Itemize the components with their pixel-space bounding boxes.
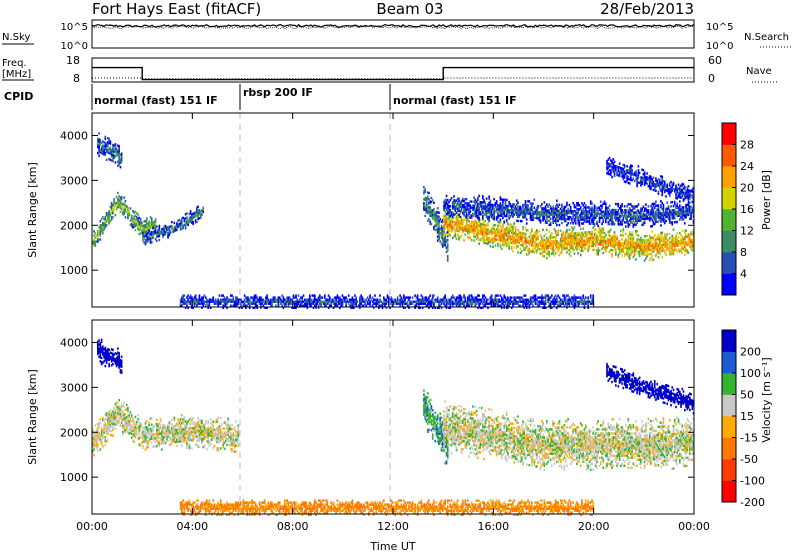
cpid-mode-3: normal (fast) 151 IF — [393, 94, 517, 107]
velocity-colorbar-tick-3: 15 — [740, 410, 754, 423]
velocity-colorbar: 200 100 50 15 -15 -50 -100 -200 Velocity [m s⁻¹… — [721, 329, 773, 509]
power-colorbar: 28 24 20 16 12 8 4 Power [dB] — [721, 122, 773, 296]
power-scatter-region-8 — [179, 294, 595, 310]
nsearch-label: N.Search — [744, 32, 789, 43]
power-ytick-1: 3000 — [60, 174, 88, 187]
velocity-colorbar-swatch-1 — [722, 459, 736, 481]
power-colorbar-tick-5: 8 — [740, 246, 747, 259]
power-scatter-region-1 — [92, 191, 157, 247]
velocity-colorbar-tick-0: 200 — [740, 346, 761, 359]
velocity-colorbar-tick-4: -15 — [740, 432, 758, 445]
xtick-1: 04:00 — [176, 520, 208, 533]
cpid-mode-2: rbsp 200 IF — [243, 86, 313, 99]
power-scatter-region-7 — [606, 156, 695, 206]
xtick-6: 00:00 — [678, 520, 710, 533]
power-colorbar-swatch-1 — [722, 252, 736, 274]
power-ytick-2: 2000 — [60, 219, 88, 232]
velocity-scatter-region-5 — [606, 362, 695, 415]
noise-tick-low-right: 10^0 — [706, 41, 733, 52]
power-colorbar-tick-0: 28 — [740, 139, 754, 152]
beam-label: Beam 03 — [376, 0, 443, 18]
power-colorbar-swatch-5 — [722, 166, 736, 188]
power-colorbar-swatch-2 — [722, 230, 736, 253]
velocity-colorbar-tick-6: -100 — [740, 475, 765, 488]
noise-tick-high-right: 10^5 — [706, 22, 733, 33]
xtick-4: 16:00 — [477, 520, 509, 533]
power-colorbar-swatch-4 — [722, 187, 736, 210]
velocity-scatter-region-1 — [92, 399, 240, 457]
time-axis-label: Time UT — [369, 540, 415, 553]
velocity-colorbar-tick-2: 50 — [740, 389, 754, 402]
velocity-colorbar-swatch-5 — [722, 373, 736, 395]
velocity-scatter-region-6 — [179, 499, 595, 517]
nsky-label: N.Sky — [2, 32, 30, 43]
power-colorbar-tick-2: 20 — [740, 182, 754, 195]
noise-panel: N.Sky 10^5 10^0 10^5 10^0 N.Search — [2, 19, 792, 52]
velocity-colorbar-swatch-0 — [722, 480, 736, 503]
velocity-scatter-region-3 — [423, 389, 449, 465]
power-colorbar-swatch-7 — [722, 123, 736, 145]
power-scatter-region-2 — [142, 205, 205, 246]
velocity-colorbar-tick-7: -200 — [740, 496, 765, 509]
power-ytick-0: 4000 — [60, 129, 88, 142]
frequency-line — [92, 66, 694, 81]
xtick-5: 20:00 — [578, 520, 610, 533]
cpid-mode-1: normal (fast) 151 IF — [94, 94, 218, 107]
noise-tick-high-left: 10^5 — [61, 22, 88, 33]
xtick-0: 00:00 — [76, 520, 108, 533]
noise-series-2 — [91, 25, 695, 30]
velocity-scatter-region-2 — [97, 338, 123, 375]
nave-tick-high: 60 — [708, 54, 722, 67]
freq-tick-high: 18 — [66, 54, 80, 67]
power-ytick-3: 1000 — [60, 264, 88, 277]
power-colorbar-swatch-0 — [722, 273, 736, 296]
power-scatter-region-6 — [443, 194, 695, 228]
velocity-ylabel: Slant Range [km] — [26, 369, 39, 465]
velocity-colorbar-swatch-3 — [722, 416, 736, 438]
nave-label: Nave — [746, 66, 772, 77]
radar-title: Fort Hays East (fitACF) — [92, 0, 261, 18]
power-ylabel: Slant Range [km] — [26, 162, 39, 258]
nave-tick-low: 0 — [708, 72, 715, 85]
date-label: 28/Feb/2013 — [600, 0, 694, 18]
power-scatter-region-4 — [423, 186, 449, 262]
velocity-colorbar-swatch-6 — [722, 351, 736, 374]
power-colorbar-tick-6: 4 — [740, 268, 747, 281]
velocity-scatter-region-4 — [443, 400, 695, 472]
cpid-panel: CPID normal (fast) 151 IF rbsp 200 IF no… — [4, 84, 517, 110]
velocity-colorbar-swatch-2 — [722, 437, 736, 460]
power-colorbar-tick-4: 12 — [740, 225, 754, 238]
nave-line — [92, 77, 694, 80]
velocity-colorbar-swatch-7 — [722, 330, 736, 352]
velocity-colorbar-swatch-4 — [722, 394, 736, 417]
power-colorbar-swatch-3 — [722, 209, 736, 231]
power-colorbar-tick-3: 16 — [740, 203, 754, 216]
velocity-ytick-3: 1000 — [60, 471, 88, 484]
power-colorbar-tick-1: 24 — [740, 160, 754, 173]
power-colorbar-label: Power [dB] — [760, 170, 773, 230]
xtick-2: 08:00 — [277, 520, 309, 533]
power-scatter-region-3 — [97, 132, 123, 169]
velocity-ytick-0: 4000 — [60, 336, 88, 349]
noise-tick-low-left: 10^0 — [61, 41, 88, 52]
velocity-colorbar-tick-1: 100 — [740, 367, 761, 380]
velocity-panel: 4000 3000 2000 1000 00:00 04:00 08:00 12:00 16:… — [26, 319, 710, 553]
frequency-panel: Freq. [MHz] 18 8 60 0 Nave — [2, 54, 778, 85]
velocity-colorbar-label: Velocity [m s⁻¹] — [760, 357, 773, 442]
noise-series-1 — [91, 23, 695, 28]
freq-tick-low: 8 — [73, 72, 80, 85]
velocity-colorbar-tick-5: -50 — [740, 453, 758, 466]
power-panel: 4000 3000 2000 1000 Slant Range [km] — [26, 112, 695, 310]
cpid-label: CPID — [4, 90, 33, 103]
xtick-3: 12:00 — [377, 520, 409, 533]
freq-label: Freq. — [2, 58, 27, 69]
velocity-ytick-1: 3000 — [60, 381, 88, 394]
power-colorbar-swatch-6 — [722, 144, 736, 167]
freq-unit-label: [MHz] — [2, 69, 31, 80]
velocity-ytick-2: 2000 — [60, 426, 88, 439]
